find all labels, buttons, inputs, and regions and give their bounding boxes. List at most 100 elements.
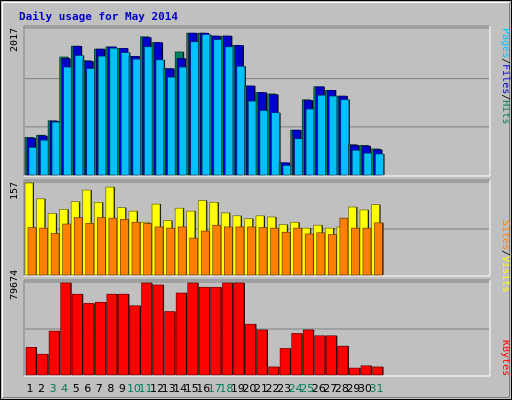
bar-sites-day-27: [327, 234, 337, 276]
day-label-18: 18: [219, 382, 233, 395]
day-label-15: 15: [185, 382, 199, 395]
bar-sites-day-22: [270, 227, 279, 276]
bar-sites-day-21: [258, 227, 268, 276]
bar-pages-day-15: [190, 41, 199, 176]
bar-sites-day-5: [73, 217, 83, 276]
bar-sites-day-14: [177, 226, 187, 276]
day-label-21: 21: [254, 382, 268, 395]
bar-pages-day-13: [167, 76, 176, 176]
bar-pages-day-18: [225, 46, 234, 176]
day-label-6: 6: [84, 382, 91, 395]
legend-files: Files: [500, 64, 511, 94]
legend-sites: Sites: [500, 220, 511, 250]
bar-pages-day-11: [144, 46, 153, 176]
bar-sites-day-1: [27, 227, 37, 276]
bar-sites-day-10: [131, 221, 141, 276]
bar-pages-day-29: [352, 150, 361, 176]
bar-kbytes-day-14: [175, 292, 187, 376]
bar-pages-day-19: [236, 66, 246, 176]
bar-sites-day-29: [351, 227, 360, 276]
day-label-12: 12: [150, 382, 164, 395]
bar-sites-day-8: [108, 217, 118, 276]
legend-separator: /: [500, 94, 511, 100]
bar-pages-day-5: [74, 55, 84, 176]
bar-kbytes-day-26: [314, 335, 326, 376]
legend-visits: Visits: [500, 256, 511, 292]
day-label-5: 5: [73, 382, 80, 395]
bar-sites-day-17: [212, 224, 222, 276]
bar-kbytes-day-15: [187, 282, 198, 376]
bar-pages-day-20: [248, 100, 257, 176]
right-legend-top: Pages/Files/Hits: [500, 28, 511, 124]
bar-sites-day-7: [97, 217, 106, 276]
legend-hits: Hits: [500, 100, 511, 124]
bar-kbytes-day-22: [268, 366, 279, 376]
bar-pages-day-14: [178, 66, 188, 176]
day-label-14: 14: [173, 382, 187, 395]
right-legend-bottom: KBytes: [500, 340, 511, 376]
bar-kbytes-day-1: [25, 346, 37, 376]
bar-kbytes-day-4: [60, 282, 71, 376]
day-label-28: 28: [335, 382, 349, 395]
bar-sites-day-11: [143, 223, 152, 276]
bar-sites-day-30: [362, 227, 372, 276]
bar-pages-day-7: [98, 55, 107, 176]
bar-pages-day-4: [63, 66, 72, 176]
bar-sites-day-9: [120, 219, 129, 276]
scale-label-top: 2017: [9, 28, 20, 52]
bar-sites-day-31: [374, 222, 383, 276]
legend-separator: /: [500, 250, 511, 256]
bar-kbytes-day-24: [291, 333, 302, 376]
bar-pages-day-2: [40, 139, 49, 176]
legend-kbytes: KBytes: [500, 340, 511, 376]
bar-kbytes-day-9: [118, 293, 129, 376]
bar-sites-day-23: [281, 231, 291, 276]
day-label-9: 9: [119, 382, 126, 395]
day-label-24: 24: [289, 382, 303, 395]
bar-sites-day-19: [235, 226, 245, 276]
day-label-31: 31: [370, 382, 384, 395]
panel-middle: 157 Sites/Visits: [9, 179, 511, 292]
bar-kbytes-day-7: [95, 301, 106, 376]
day-label-20: 20: [242, 382, 256, 395]
bar-sites-day-24: [293, 227, 302, 276]
bar-kbytes-day-19: [233, 282, 245, 376]
bar-pages-day-6: [86, 68, 96, 176]
bar-kbytes-day-23: [279, 348, 291, 376]
bar-sites-day-20: [247, 226, 256, 276]
bar-pages-day-12: [155, 59, 165, 176]
bar-kbytes-day-20: [245, 323, 256, 376]
bar-kbytes-day-28: [337, 345, 349, 376]
bar-kbytes-day-10: [129, 305, 141, 376]
day-label-13: 13: [162, 382, 176, 395]
bar-pages-day-10: [132, 58, 142, 176]
bar-pages-day-25: [305, 108, 315, 176]
day-label-19: 19: [231, 382, 245, 395]
bar-pages-day-23: [282, 165, 292, 176]
bar-pages-day-31: [375, 153, 384, 176]
bar-pages-day-30: [363, 152, 373, 176]
day-label-27: 27: [323, 382, 337, 395]
bar-pages-day-27: [328, 95, 338, 176]
day-label-1: 1: [27, 382, 34, 395]
bar-sites-day-12: [154, 226, 164, 276]
bar-pages-day-16: [201, 34, 211, 176]
bar-sites-day-3: [50, 233, 60, 276]
bar-pages-day-17: [213, 39, 223, 176]
scale-label-middle: 157: [9, 182, 20, 200]
day-label-29: 29: [346, 382, 360, 395]
day-label-30: 30: [358, 382, 372, 395]
bar-sites-day-28: [339, 217, 349, 276]
bar-kbytes-day-29: [349, 367, 360, 376]
bar-pages-day-1: [28, 147, 38, 176]
day-label-3: 3: [50, 382, 57, 395]
day-label-2: 2: [38, 382, 45, 395]
day-label-7: 7: [96, 382, 103, 395]
bar-kbytes-day-31: [372, 366, 383, 376]
legend-separator: /: [500, 58, 511, 64]
bar-kbytes-day-11: [141, 282, 152, 376]
day-label-4: 4: [61, 382, 68, 395]
bar-sites-day-6: [85, 223, 95, 276]
